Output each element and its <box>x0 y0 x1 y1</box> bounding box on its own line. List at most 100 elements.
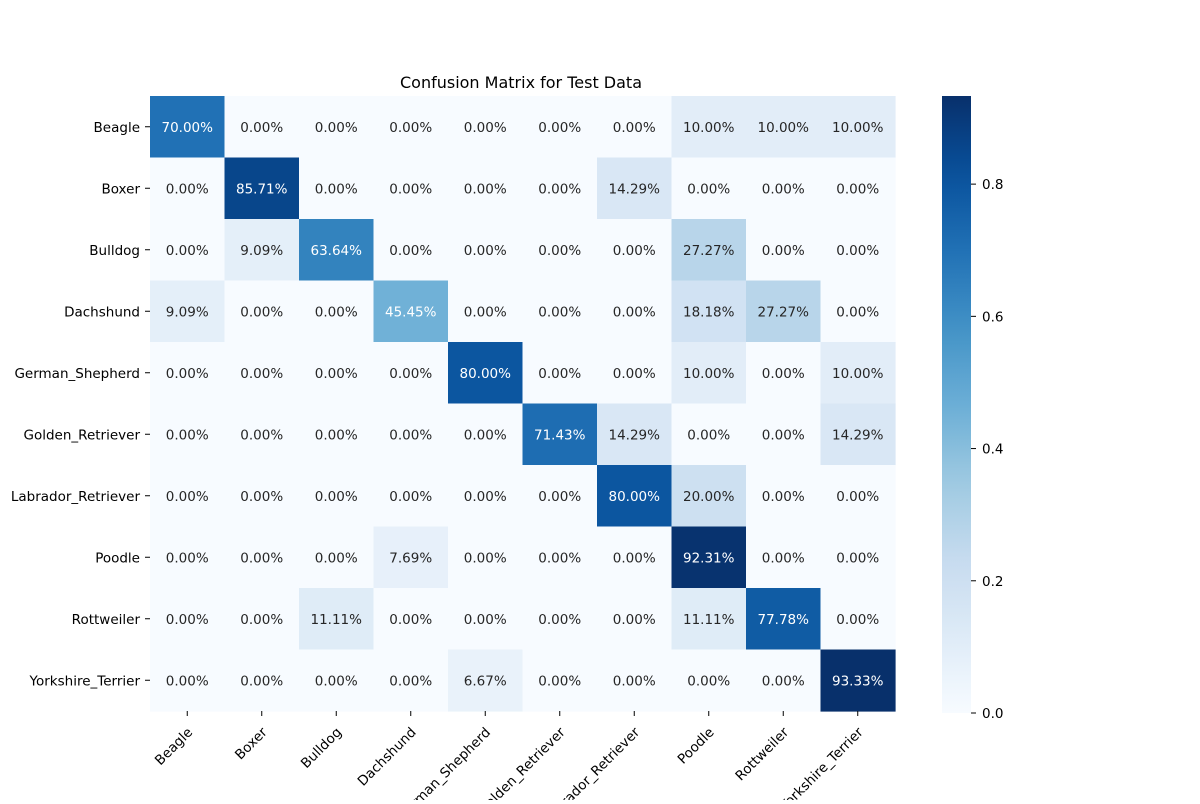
heatmap-cell-7-5 <box>522 526 598 589</box>
cell-value-label-1-3: 0.00% <box>389 181 432 197</box>
cell-value-label-2-1: 9.09% <box>240 243 283 259</box>
cell-value-label-4-3: 0.00% <box>389 366 432 382</box>
heatmap-cell-6-2 <box>299 465 375 528</box>
cell-value-label-7-1: 0.00% <box>240 550 283 566</box>
cell-value-label-3-0: 9.09% <box>166 304 209 320</box>
y-axis: Beagle Boxer Bulldog Dachshund German_Shephe… <box>11 120 150 689</box>
cell-value-label-2-5: 0.00% <box>538 243 581 259</box>
heatmap-cell-0-8 <box>746 96 822 159</box>
heatmap-cell-6-6 <box>597 465 673 528</box>
chart-title: Confusion Matrix for Test Data <box>400 73 642 92</box>
cell-value-label-6-4: 0.00% <box>464 489 507 505</box>
colorbar-tick-label-0: 0.0 <box>982 706 1003 722</box>
cell-value-label-8-8: 77.78% <box>758 612 810 628</box>
heatmap-cell-1-8 <box>746 157 822 220</box>
heatmap-cell-5-5 <box>522 403 598 466</box>
cell-value-label-2-8: 0.00% <box>762 243 805 259</box>
cell-value-label-1-2: 0.00% <box>315 181 358 197</box>
heatmap-cell-0-2 <box>299 96 375 159</box>
heatmap-cell-0-0 <box>150 96 226 159</box>
cell-value-label-9-4: 6.67% <box>464 673 507 689</box>
heatmap-cell-7-6 <box>597 526 673 589</box>
cell-value-label-6-0: 0.00% <box>166 489 209 505</box>
heatmap-cell-2-6 <box>597 219 673 282</box>
x-axis: Beagle Boxer Bulldog DachshundGerman_Shephe… <box>152 711 867 804</box>
heatmap-cell-4-9 <box>820 342 896 405</box>
cell-value-label-5-1: 0.00% <box>240 427 283 443</box>
colorbar-tick-label-2: 0.4 <box>982 442 1003 458</box>
heatmap-cell-5-4 <box>448 403 524 466</box>
heatmap-cell-4-6 <box>597 342 673 405</box>
heatmap-cell-3-9 <box>820 280 896 343</box>
cell-value-label-5-7: 0.00% <box>687 427 730 443</box>
heatmap-cell-1-9 <box>820 157 896 220</box>
cell-value-label-0-6: 0.00% <box>613 120 656 136</box>
heatmap-cell-1-3 <box>373 157 449 220</box>
x-tick-label-2: Bulldog <box>298 725 345 772</box>
cell-value-label-8-4: 0.00% <box>464 612 507 628</box>
cell-value-label-2-6: 0.00% <box>613 243 656 259</box>
cell-value-label-3-2: 0.00% <box>315 304 358 320</box>
cell-value-label-4-5: 0.00% <box>538 366 581 382</box>
heatmap-cell-7-1 <box>224 526 300 589</box>
heatmap-cell-5-3 <box>373 403 449 466</box>
heatmap-cells <box>150 96 896 712</box>
cell-value-label-2-7: 27.27% <box>683 243 735 259</box>
cell-value-label-0-3: 0.00% <box>389 120 432 136</box>
heatmap-cell-5-9 <box>820 403 896 466</box>
heatmap-cell-6-7 <box>671 465 747 528</box>
cell-value-label-9-6: 0.00% <box>613 673 656 689</box>
heatmap-cell-6-9 <box>820 465 896 528</box>
heatmap-cell-9-6 <box>597 649 673 712</box>
cell-value-label-8-6: 0.00% <box>613 612 656 628</box>
y-tick-label-3: Dachshund <box>64 304 140 320</box>
heatmap-cell-8-6 <box>597 588 673 651</box>
cell-value-label-5-4: 0.00% <box>464 427 507 443</box>
heatmap-cell-0-7 <box>671 96 747 159</box>
heatmap-cell-8-1 <box>224 588 300 651</box>
cell-value-label-3-6: 0.00% <box>613 304 656 320</box>
heatmap-cell-3-0 <box>150 280 226 343</box>
heatmap-cell-6-5 <box>522 465 598 528</box>
colorbar-tick-label-4: 0.8 <box>982 177 1003 193</box>
heatmap-cell-3-6 <box>597 280 673 343</box>
cell-value-label-6-6: 80.00% <box>609 489 661 505</box>
cell-value-label-1-5: 0.00% <box>538 181 581 197</box>
cell-value-label-5-9: 14.29% <box>832 427 884 443</box>
cell-value-label-1-0: 0.00% <box>166 181 209 197</box>
heatmap-cell-5-6 <box>597 403 673 466</box>
heatmap-cell-0-5 <box>522 96 598 159</box>
y-tick-label-9: Yorkshire_Terrier <box>29 673 141 689</box>
y-tick-label-4: German_Shepherd <box>14 366 140 382</box>
cell-value-label-9-8: 0.00% <box>762 673 805 689</box>
cell-value-label-0-8: 10.00% <box>758 120 810 136</box>
heatmap-cell-1-6 <box>597 157 673 220</box>
cell-value-label-8-2: 11.11% <box>311 612 363 628</box>
heatmap-cell-7-2 <box>299 526 375 589</box>
cell-value-label-1-8: 0.00% <box>762 181 805 197</box>
y-tick-label-6: Labrador_Retriever <box>11 489 141 505</box>
cell-value-label-6-5: 0.00% <box>538 489 581 505</box>
cell-value-label-9-9: 93.33% <box>832 673 884 689</box>
cell-value-label-1-9: 0.00% <box>836 181 879 197</box>
heatmap-cell-2-1 <box>224 219 300 282</box>
cell-value-label-4-1: 0.00% <box>240 366 283 382</box>
cell-value-label-4-8: 0.00% <box>762 366 805 382</box>
heatmap-cell-1-5 <box>522 157 598 220</box>
heatmap-cell-3-1 <box>224 280 300 343</box>
cell-value-label-5-6: 14.29% <box>609 427 661 443</box>
cell-value-label-6-2: 0.00% <box>315 489 358 505</box>
heatmap-cell-3-5 <box>522 280 598 343</box>
cell-value-label-4-7: 10.00% <box>683 366 735 382</box>
cell-value-label-8-5: 0.00% <box>538 612 581 628</box>
heatmap-cell-7-7 <box>671 526 747 589</box>
cell-value-label-3-9: 0.00% <box>836 304 879 320</box>
cell-value-label-2-2: 63.64% <box>311 243 363 259</box>
cell-value-label-3-7: 18.18% <box>683 304 735 320</box>
cell-value-label-7-5: 0.00% <box>538 550 581 566</box>
heatmap-cell-6-4 <box>448 465 524 528</box>
heatmap-cell-5-8 <box>746 403 822 466</box>
heatmap-cell-8-4 <box>448 588 524 651</box>
heatmap-cell-5-0 <box>150 403 226 466</box>
